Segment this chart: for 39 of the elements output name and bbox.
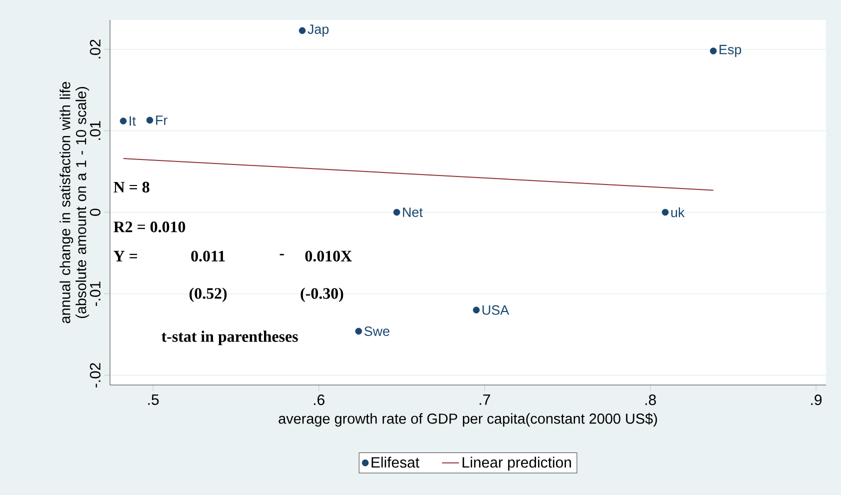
legend-label: Elifesat: [372, 456, 420, 468]
annotation: 0.011: [191, 250, 225, 262]
annotation: uk: [671, 207, 685, 218]
annotation: It: [130, 116, 136, 126]
point: [472, 306, 480, 314]
x-tick-label: .8: [645, 394, 656, 406]
annotation: -: [280, 254, 284, 256]
annotation: Esp: [720, 44, 742, 57]
annotation: t-stat in parentheses: [162, 330, 298, 346]
annotation: N = 8: [114, 182, 150, 193]
x-tick-label: .9: [811, 394, 822, 406]
annotation: (-0.30): [300, 288, 344, 302]
point: [298, 27, 306, 34]
y-tick-label: .02: [90, 40, 100, 58]
point: [120, 118, 127, 124]
x-tick-label: .5: [148, 394, 159, 405]
x-axis-title: average growth rate of GDP per capita(constant 2000 US$): [278, 412, 657, 427]
point: [146, 116, 154, 124]
annotation: R2 = 0.010: [114, 222, 186, 232]
legend-label: Linear prediction: [462, 456, 571, 471]
point: [710, 48, 717, 54]
y-tick-label: -.01: [90, 282, 100, 306]
point: [355, 328, 362, 335]
annotation: Y =: [114, 250, 138, 262]
annotation: USA: [482, 305, 510, 315]
annotation: Fr: [156, 116, 168, 125]
y-axis-title: annual change in satisfaction with life (absolute amount on a 1 - 10 scale): [60, 82, 90, 324]
annotation: Swe: [364, 326, 390, 336]
x-tick-label: .6: [314, 394, 324, 406]
y-tick-label: -.02: [90, 363, 100, 388]
x-tick-label: .7: [480, 394, 490, 405]
annotation: (0.52): [190, 288, 227, 302]
annotation: Jap: [308, 24, 329, 37]
point: [393, 208, 400, 216]
y-tick-label: 0: [90, 208, 100, 216]
annotation: Net: [403, 208, 423, 217]
annotation: 0.010X: [305, 250, 352, 262]
point: [662, 208, 669, 216]
y-tick-label: .01: [90, 121, 100, 140]
